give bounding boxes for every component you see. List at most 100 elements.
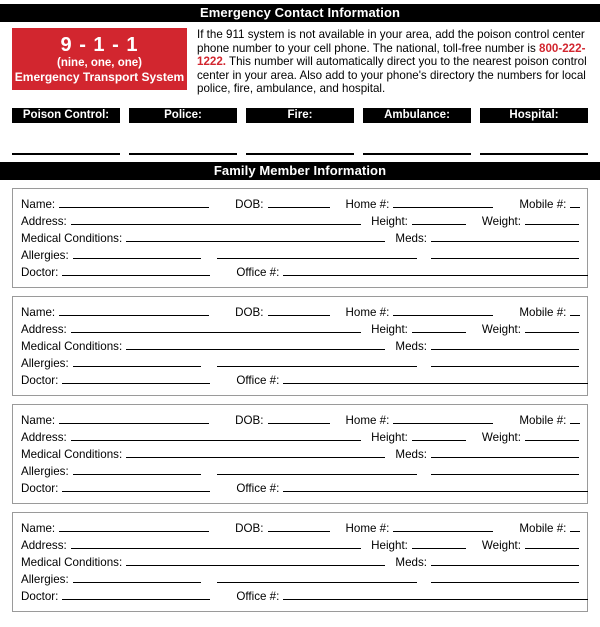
label-office-number: Office #:: [236, 265, 280, 279]
input-medical-conditions[interactable]: [126, 446, 386, 458]
input-weight[interactable]: [525, 213, 579, 225]
label-weight: Weight:: [481, 538, 521, 552]
member-row-medical-conditions: Medical Conditions: Meds:: [21, 446, 579, 463]
emergency-contact-fields-row: Poison Control: Police: Fire: Ambulance:…: [0, 107, 600, 155]
input-meds-continued[interactable]: [431, 247, 579, 259]
input-mobile-number[interactable]: [570, 196, 581, 208]
input-office-number[interactable]: [283, 480, 441, 492]
input-doctor[interactable]: [62, 372, 211, 384]
input-name[interactable]: [59, 196, 210, 208]
input-home-number[interactable]: [393, 520, 494, 532]
input-doctor[interactable]: [62, 480, 211, 492]
member-row-name: Name: DOB: Home #: Mobile #:: [21, 412, 581, 429]
input-name[interactable]: [59, 412, 210, 424]
input-doctor[interactable]: [62, 264, 211, 276]
member-row-doctor: Doctor: Office #:: [21, 588, 589, 605]
input-medical-conditions-continued[interactable]: [216, 355, 417, 367]
member-row-name: Name: DOB: Home #: Mobile #:: [21, 196, 581, 213]
input-medical-conditions[interactable]: [126, 230, 386, 242]
contact-field-ambulance: Ambulance:: [363, 107, 471, 155]
contact-input-police[interactable]: [129, 123, 237, 155]
label-doctor: Doctor:: [21, 373, 59, 387]
contact-input-ambulance[interactable]: [363, 123, 471, 155]
input-weight[interactable]: [525, 321, 579, 333]
label-weight: Weight:: [481, 430, 521, 444]
input-mobile-number[interactable]: [570, 304, 581, 316]
input-meds-continued[interactable]: [431, 571, 579, 583]
input-meds[interactable]: [431, 338, 579, 350]
input-dob[interactable]: [267, 412, 330, 424]
input-meds-continued-2[interactable]: [440, 372, 589, 384]
input-meds-continued[interactable]: [431, 463, 579, 475]
input-dob[interactable]: [267, 520, 330, 532]
label-dob: DOB:: [235, 413, 264, 427]
label-weight: Weight:: [481, 214, 521, 228]
input-weight[interactable]: [525, 537, 579, 549]
contact-field-police: Police:: [129, 107, 237, 155]
input-meds-continued-2[interactable]: [440, 480, 589, 492]
input-mobile-number[interactable]: [570, 520, 581, 532]
input-weight[interactable]: [525, 429, 579, 441]
input-medical-conditions[interactable]: [126, 338, 386, 350]
contact-input-hospital[interactable]: [480, 123, 588, 155]
input-meds-continued[interactable]: [431, 355, 579, 367]
member-row-medical-conditions: Medical Conditions: Meds:: [21, 230, 579, 247]
input-office-number[interactable]: [283, 264, 441, 276]
blurb-text-part2: This number will automatically direct yo…: [197, 55, 587, 96]
input-dob[interactable]: [267, 196, 330, 208]
label-mobile-number: Mobile #:: [519, 305, 567, 319]
input-medical-conditions-continued[interactable]: [216, 247, 417, 259]
input-name[interactable]: [59, 520, 210, 532]
input-doctor[interactable]: [62, 588, 211, 600]
input-home-number[interactable]: [393, 412, 494, 424]
input-home-number[interactable]: [393, 304, 494, 316]
contact-input-poison-control[interactable]: [12, 123, 120, 155]
input-meds-continued-2[interactable]: [440, 588, 589, 600]
label-office-number: Office #:: [236, 373, 280, 387]
contact-label-hospital: Hospital:: [480, 107, 588, 123]
input-address[interactable]: [70, 213, 362, 225]
label-address: Address:: [21, 214, 67, 228]
input-medical-conditions-continued[interactable]: [216, 571, 417, 583]
input-address[interactable]: [70, 321, 362, 333]
member-row-address: Address: Height: Weight:: [21, 213, 579, 230]
contact-input-fire[interactable]: [246, 123, 354, 155]
contact-label-ambulance: Ambulance:: [363, 107, 471, 123]
input-home-number[interactable]: [393, 196, 494, 208]
label-address: Address:: [21, 538, 67, 552]
label-address: Address:: [21, 430, 67, 444]
input-mobile-number[interactable]: [570, 412, 581, 424]
input-name[interactable]: [59, 304, 210, 316]
input-dob[interactable]: [267, 304, 330, 316]
label-allergies: Allergies:: [21, 572, 69, 586]
input-address[interactable]: [70, 429, 362, 441]
member-row-medical-conditions: Medical Conditions: Meds:: [21, 338, 579, 355]
input-meds[interactable]: [431, 554, 579, 566]
input-medical-conditions[interactable]: [126, 554, 386, 566]
label-name: Name:: [21, 413, 56, 427]
input-meds[interactable]: [431, 230, 579, 242]
label-meds: Meds:: [395, 231, 427, 245]
input-allergies[interactable]: [72, 247, 201, 259]
label-doctor: Doctor:: [21, 481, 59, 495]
input-height[interactable]: [411, 429, 466, 441]
label-name: Name:: [21, 197, 56, 211]
input-allergies[interactable]: [72, 571, 201, 583]
input-height[interactable]: [411, 321, 466, 333]
contact-label-police: Police:: [129, 107, 237, 123]
input-allergies[interactable]: [72, 355, 201, 367]
input-office-number[interactable]: [283, 588, 441, 600]
input-meds[interactable]: [431, 446, 579, 458]
input-office-number[interactable]: [283, 372, 441, 384]
input-height[interactable]: [411, 213, 466, 225]
family-member-blocks: Name: DOB: Home #: Mobile #: Address: He…: [0, 187, 600, 612]
input-allergies[interactable]: [72, 463, 201, 475]
label-height: Height:: [371, 322, 408, 336]
input-meds-continued-2[interactable]: [440, 264, 589, 276]
label-home-number: Home #:: [345, 197, 390, 211]
input-address[interactable]: [70, 537, 362, 549]
911-number: 9 - 1 - 1: [60, 34, 139, 56]
input-medical-conditions-continued[interactable]: [216, 463, 417, 475]
contact-label-poison-control: Poison Control:: [12, 107, 120, 123]
input-height[interactable]: [411, 537, 466, 549]
